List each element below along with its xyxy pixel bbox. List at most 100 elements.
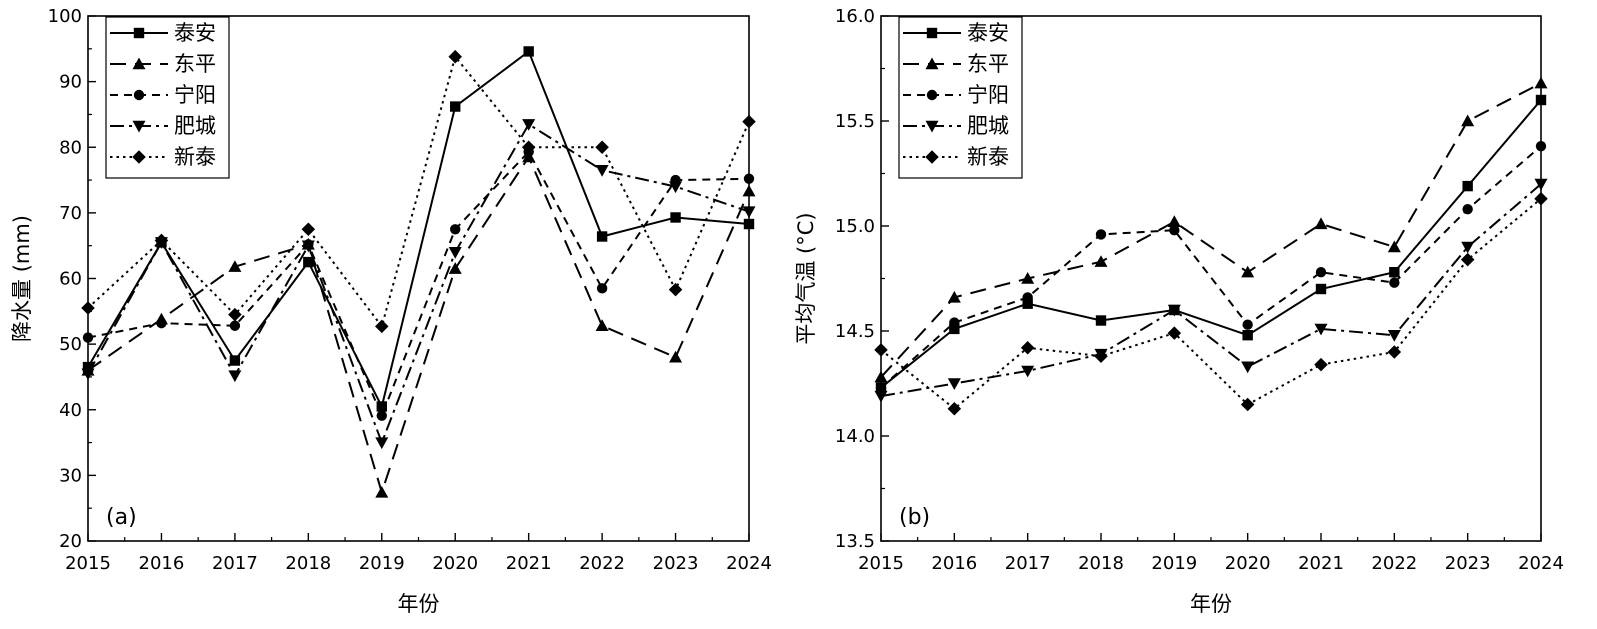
data-point xyxy=(874,343,888,357)
data-point xyxy=(375,485,389,498)
data-point xyxy=(595,165,609,177)
data-point xyxy=(229,355,241,366)
data-point xyxy=(670,212,681,223)
x-tick-label: 2021 xyxy=(1298,553,1344,574)
y-axis-title: 降水量 (mm) xyxy=(10,215,34,342)
y-tick-label: 100 xyxy=(48,6,82,27)
legend-box xyxy=(105,16,230,179)
y-tick-label: 20 xyxy=(59,531,82,552)
series-line xyxy=(880,82,1542,378)
y-tick-label: 15.5 xyxy=(835,111,875,132)
x-tick-label: 2022 xyxy=(579,553,625,574)
series-line xyxy=(880,99,1542,389)
series-5 xyxy=(874,191,1548,416)
data-point xyxy=(1387,345,1402,359)
y-tick-label: 15.0 xyxy=(835,216,875,237)
x-tick-label: 2022 xyxy=(1371,553,1417,574)
legend-swatch-marker xyxy=(926,27,938,39)
data-point xyxy=(743,173,755,184)
series-3 xyxy=(875,141,1547,393)
data-point xyxy=(1462,204,1473,215)
data-point xyxy=(742,114,756,129)
data-point xyxy=(523,46,534,57)
data-point xyxy=(82,332,94,343)
data-point xyxy=(81,301,95,315)
data-point xyxy=(1314,357,1328,372)
legend-swatch-marker xyxy=(133,27,145,39)
data-point xyxy=(595,140,609,155)
data-point xyxy=(154,233,169,248)
data-point xyxy=(1022,292,1033,303)
x-tick-label: 2024 xyxy=(1518,553,1564,574)
data-point xyxy=(156,317,167,329)
legend-swatch-marker xyxy=(925,57,939,70)
data-point xyxy=(1460,252,1475,267)
data-point xyxy=(1021,272,1035,284)
data-point xyxy=(1094,349,1108,363)
data-point xyxy=(668,282,683,297)
x-tick-label: 2023 xyxy=(653,553,699,574)
data-point xyxy=(1240,397,1255,412)
data-point xyxy=(1315,267,1327,278)
series-3 xyxy=(82,146,755,421)
data-point xyxy=(595,319,609,331)
data-point xyxy=(1387,240,1401,253)
legend-label: 泰安 xyxy=(174,21,216,45)
y-tick-label: 40 xyxy=(59,400,82,421)
data-point xyxy=(1315,283,1327,295)
x-tick-label: 2019 xyxy=(1151,553,1197,574)
x-tick-label: 2021 xyxy=(506,553,552,574)
y-tick-label: 70 xyxy=(59,203,82,224)
chart-panel-b: 2015 2016 2017 2018 2019 2020 2021 2022 2023 2024… xyxy=(794,6,1564,616)
series-5 xyxy=(81,49,756,334)
data-point xyxy=(875,382,887,393)
data-point xyxy=(448,49,462,64)
data-point xyxy=(448,247,462,259)
legend-label: 肥城 xyxy=(174,114,216,138)
data-point xyxy=(1094,255,1108,267)
data-point xyxy=(1389,267,1400,278)
series-line xyxy=(880,145,1542,389)
y-tick-label: 30 xyxy=(59,465,82,486)
data-point xyxy=(669,350,683,363)
data-point xyxy=(376,401,387,412)
legend-label: 东平 xyxy=(967,52,1009,76)
data-point xyxy=(1534,178,1548,191)
legend-label: 宁阳 xyxy=(174,83,216,107)
data-point xyxy=(874,390,888,403)
data-point xyxy=(949,323,960,335)
data-point xyxy=(1314,217,1328,230)
data-point xyxy=(1314,323,1328,336)
data-point xyxy=(1534,191,1548,206)
y-axis-title: 平均气温 (°C) xyxy=(794,212,818,344)
legend-label: 泰安 xyxy=(967,21,1009,45)
legend-label: 宁阳 xyxy=(967,83,1009,107)
series-4 xyxy=(81,119,756,450)
y-tick-label: 13.5 xyxy=(835,531,875,552)
y-tick-label: 90 xyxy=(59,72,82,93)
panel-label: (a) xyxy=(106,505,137,530)
data-point xyxy=(1462,180,1473,192)
series-line xyxy=(87,122,750,446)
legend-swatch-marker xyxy=(132,150,146,164)
y-tick-label: 14.0 xyxy=(835,426,875,447)
legend-swatch-marker xyxy=(925,120,939,133)
x-tick-label: 2019 xyxy=(359,553,405,574)
series-2 xyxy=(81,150,756,498)
data-point xyxy=(376,410,387,421)
x-tick-label: 2015 xyxy=(858,553,904,574)
legend-label: 新泰 xyxy=(174,145,216,169)
data-point xyxy=(947,401,962,416)
series-2 xyxy=(874,76,1548,383)
data-point xyxy=(947,290,961,303)
data-point xyxy=(228,370,242,383)
data-point xyxy=(1095,229,1107,240)
x-tick-label: 2023 xyxy=(1445,553,1491,574)
data-point xyxy=(1020,341,1035,355)
data-point xyxy=(596,283,608,294)
data-point xyxy=(1241,265,1255,278)
data-point xyxy=(1535,141,1547,152)
data-point xyxy=(1167,215,1181,227)
